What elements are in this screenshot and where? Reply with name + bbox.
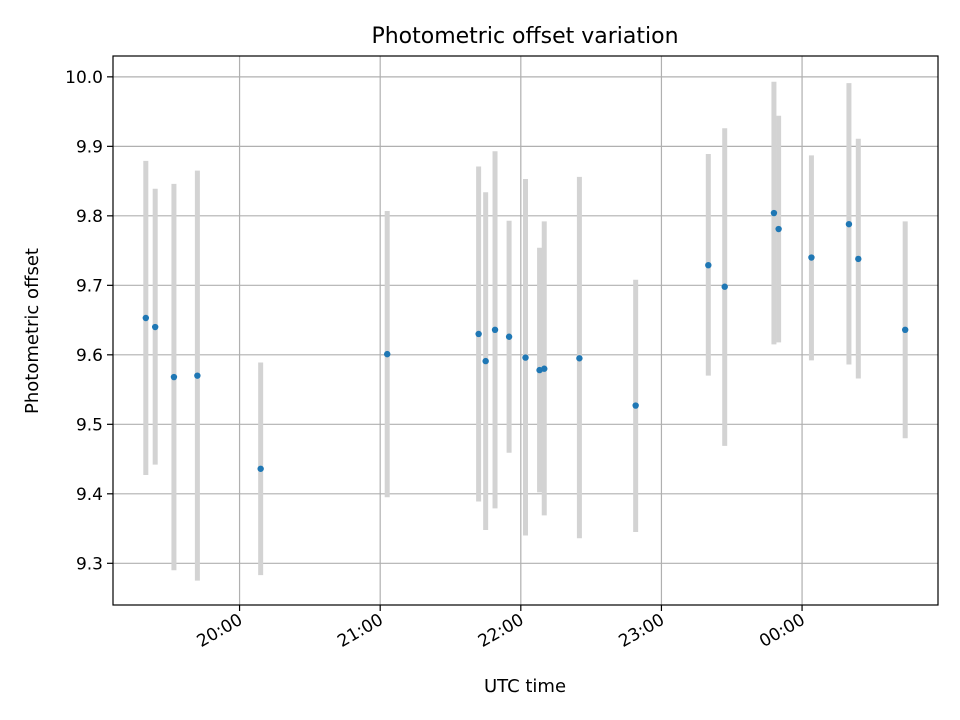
y-tick-label: 9.4	[76, 485, 103, 505]
data-point	[142, 314, 150, 322]
data-point	[491, 326, 499, 334]
data-point	[522, 354, 529, 361]
data-point	[855, 255, 862, 263]
data-point	[576, 355, 583, 362]
plot-frame	[112, 55, 939, 606]
x-axis-label: UTC time	[484, 676, 566, 697]
y-tick-label: 9.7	[76, 276, 103, 296]
y-tick-label: 10.0	[65, 68, 103, 88]
data-point	[808, 254, 815, 261]
data-point	[151, 323, 159, 331]
data-point	[475, 330, 482, 338]
data-point	[705, 261, 712, 269]
y-tick-label: 9.5	[76, 415, 103, 435]
y-axis-label: Photometric offset	[22, 248, 43, 414]
data-point	[770, 209, 778, 217]
data-point	[384, 350, 391, 358]
y-tick-label: 9.6	[76, 346, 103, 366]
data-point	[845, 220, 853, 228]
data-point	[257, 465, 264, 472]
data-point	[775, 225, 782, 233]
chart-title: Photometric offset variation	[371, 24, 678, 49]
data-point	[901, 326, 909, 334]
data-point	[721, 283, 728, 290]
data-point	[482, 357, 489, 365]
data-point	[505, 333, 513, 340]
data-point	[194, 372, 201, 379]
y-tick-label: 9.3	[76, 554, 103, 574]
data-points	[142, 209, 909, 472]
data-point	[541, 365, 548, 372]
y-tick-label: 9.8	[76, 207, 103, 227]
data-point	[170, 373, 178, 381]
y-tick-label: 9.9	[76, 137, 103, 157]
data-point	[632, 402, 639, 409]
